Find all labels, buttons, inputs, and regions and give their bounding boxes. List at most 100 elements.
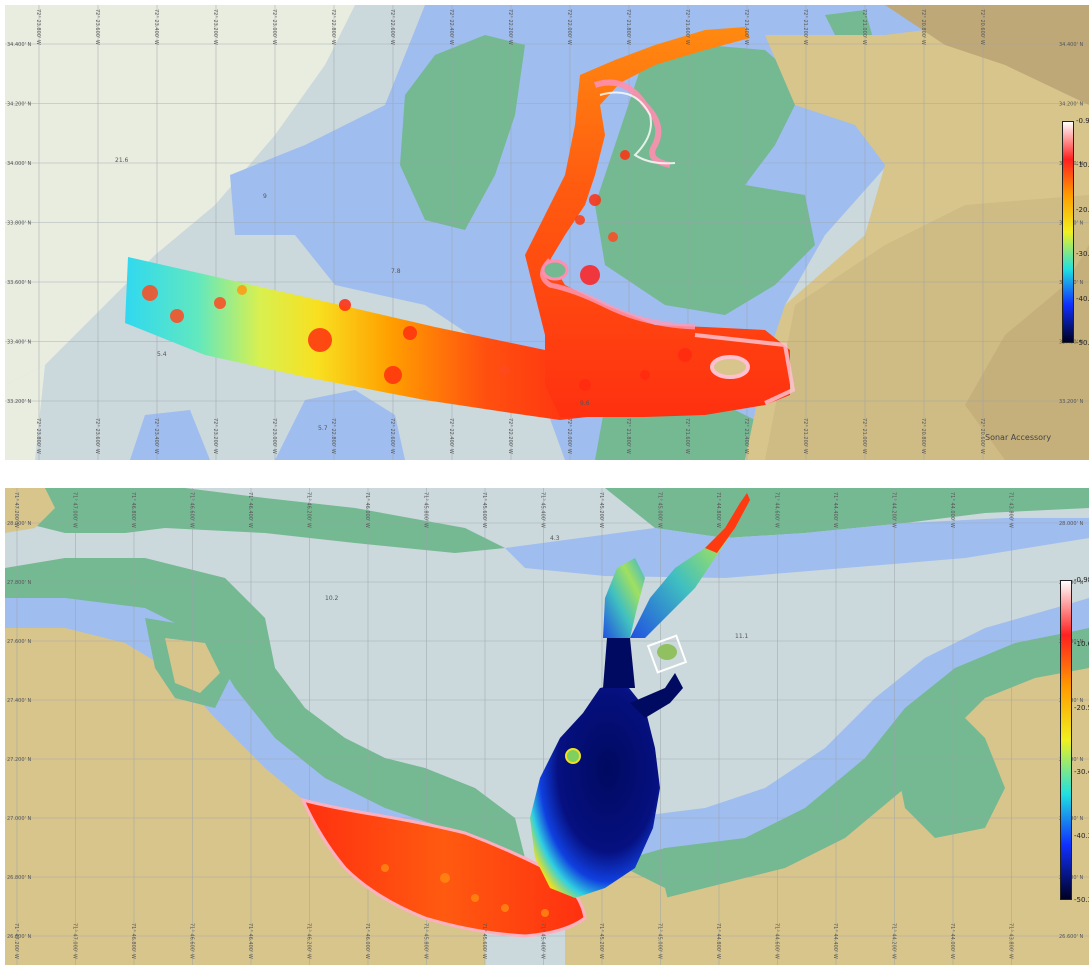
sonar-credit: Sonar Accessory: [985, 433, 1051, 442]
lon-tick-label: 71° 44.000' W: [949, 492, 955, 528]
lon-tick-label: 71° 44.000' W: [949, 923, 955, 959]
lon-tick-label: 71° 46.800' W: [130, 923, 136, 959]
depth-sounding: 5.7: [318, 425, 328, 432]
lon-tick-label: 71° 47.200' W: [13, 492, 19, 528]
colorbar-tick-label: -40.39: [1074, 832, 1089, 840]
colorbar-tick-label: -40.57: [1076, 295, 1089, 303]
top-bathymetry-map[interactable]: 34.400' N 34.400' N 34.200' N 34.200' N 34.0…: [5, 5, 1089, 460]
colorbar-tick-label: -50.34: [1074, 896, 1089, 904]
lon-tick-label: 72° 21.200' W: [802, 9, 808, 45]
lon-tick-label: 72° 23.800' W: [35, 418, 41, 454]
lon-tick-label: 71° 45.600' W: [481, 923, 487, 959]
lon-tick-label: 72° 21.000' W: [861, 9, 867, 45]
lat-tick-label: 34.200' N: [7, 102, 31, 108]
depth-colorbar: -0.98 -10.68 -20.50 -30.45 -40.39 -50.34: [1060, 580, 1088, 900]
lon-tick-label: 71° 45.800' W: [423, 492, 429, 528]
lat-tick-label: 27.200' N: [7, 757, 31, 763]
lon-tick-label: 71° 46.200' W: [306, 492, 312, 528]
lon-tick-label: 72° 22.000' W: [566, 9, 572, 45]
lon-tick-label: 72° 21.400' W: [743, 9, 749, 45]
lat-tick-label: 27.800' N: [7, 580, 31, 586]
depth-sounding: 10.2: [325, 595, 339, 602]
depth-colorbar: -0.98 -10.88 -20.78 -30.67 -40.57 -50.47: [1062, 121, 1089, 343]
lon-tick-label: 72° 22.200' W: [507, 9, 513, 45]
lon-tick-label: 72° 22.400' W: [448, 9, 454, 45]
lon-tick-label: 71° 46.400' W: [247, 492, 253, 528]
lon-tick-label: 71° 46.600' W: [189, 492, 195, 528]
lat-tick-label: 33.800' N: [7, 221, 31, 227]
lat-tick-label: 28.000' N: [1059, 521, 1083, 527]
survey-hole: [712, 357, 748, 377]
lon-tick-label: 72° 21.000' W: [861, 418, 867, 454]
survey-swath-neck: [603, 638, 635, 688]
lon-tick-label: 71° 43.800' W: [1008, 492, 1014, 528]
lon-tick-label: 71° 46.200' W: [306, 923, 312, 959]
lat-tick-label: 33.400' N: [7, 340, 31, 346]
lon-tick-label: 72° 22.800' W: [330, 9, 336, 45]
lon-tick-label: 71° 43.800' W: [1008, 923, 1014, 959]
lat-tick-label: 34.400' N: [1059, 42, 1083, 48]
lon-tick-label: 71° 44.800' W: [715, 923, 721, 959]
lon-tick-label: 72° 22.600' W: [389, 9, 395, 45]
lon-tick-label: 72° 21.800' W: [625, 9, 631, 45]
lon-tick-label: 71° 44.400' W: [832, 923, 838, 959]
lon-tick-label: 72° 22.400' W: [448, 418, 454, 454]
lon-tick-label: 71° 45.200' W: [598, 492, 604, 528]
colorbar-tick-label: -20.78: [1076, 206, 1089, 214]
lon-tick-label: 72° 22.000' W: [566, 418, 572, 454]
depth-sounding: 9: [263, 193, 267, 200]
lon-tick-label: 72° 22.600' W: [389, 418, 395, 454]
lon-tick-label: 71° 44.600' W: [774, 492, 780, 528]
lon-tick-label: 72° 20.800' W: [920, 418, 926, 454]
colorbar-tick-label: -30.67: [1076, 250, 1089, 258]
lon-tick-label: 72° 20.800' W: [920, 9, 926, 45]
lon-tick-label: 72° 22.200' W: [507, 418, 513, 454]
lon-tick-label: 72° 23.800' W: [35, 9, 41, 45]
lon-tick-label: 72° 22.800' W: [330, 418, 336, 454]
lat-tick-label: 27.400' N: [7, 698, 31, 704]
colorbar-tick-label: -50.47: [1076, 339, 1089, 347]
lon-tick-label: 71° 47.000' W: [72, 492, 78, 528]
lon-tick-label: 71° 45.600' W: [481, 492, 487, 528]
basin-peak: [566, 749, 580, 763]
lon-tick-label: 72° 23.200' W: [212, 9, 218, 45]
lon-tick-label: 71° 44.400' W: [832, 492, 838, 528]
depth-sounding: 5.4: [157, 351, 167, 358]
lon-tick-label: 71° 45.400' W: [540, 492, 546, 528]
lon-tick-label: 72° 21.600' W: [684, 418, 690, 454]
lon-tick-label: 71° 47.200' W: [13, 923, 19, 959]
lat-tick-label: 33.600' N: [7, 280, 31, 286]
lon-tick-label: 71° 46.000' W: [364, 492, 370, 528]
lon-tick-label: 71° 47.000' W: [72, 923, 78, 959]
lon-tick-label: 72° 21.800' W: [625, 418, 631, 454]
lon-tick-label: 72° 23.200' W: [212, 418, 218, 454]
lon-tick-label: 72° 21.400' W: [743, 418, 749, 454]
lon-tick-label: 71° 45.400' W: [540, 923, 546, 959]
lat-tick-label: 27.000' N: [7, 816, 31, 822]
lat-tick-label: 34.000' N: [7, 161, 31, 167]
lon-tick-label: 72° 23.000' W: [271, 418, 277, 454]
channel-island: [543, 261, 567, 279]
lon-tick-label: 71° 46.000' W: [364, 923, 370, 959]
lat-tick-label: 34.200' N: [1059, 102, 1083, 108]
lat-tick-label: 26.800' N: [7, 875, 31, 881]
depth-sounding: 7.8: [391, 268, 401, 275]
lon-tick-label: 71° 46.600' W: [189, 923, 195, 959]
bottom-bathymetry-map[interactable]: 28.000' N28.000' N27.800' N27.800' N27.6…: [5, 488, 1089, 965]
colorbar-tick-label: -0.98: [1074, 576, 1089, 584]
lon-tick-label: 71° 45.000' W: [657, 492, 663, 528]
depth-sounding: 9.6: [580, 400, 590, 407]
lon-tick-label: 71° 44.200' W: [891, 923, 897, 959]
lon-tick-label: 72° 23.600' W: [94, 418, 100, 454]
lon-tick-label: 72° 21.600' W: [684, 9, 690, 45]
colorbar-tick-label: -30.45: [1074, 768, 1089, 776]
lon-tick-label: 72° 23.000' W: [271, 9, 277, 45]
lat-tick-label: 33.200' N: [1059, 399, 1083, 405]
lon-tick-label: 72° 21.200' W: [802, 418, 808, 454]
lon-tick-label: 71° 44.800' W: [715, 492, 721, 528]
colorbar-tick-label: -10.88: [1076, 161, 1089, 169]
colorbar-tick-label: -0.98: [1076, 117, 1089, 125]
lon-tick-label: 71° 44.200' W: [891, 492, 897, 528]
lon-tick-label: 72° 20.600' W: [979, 9, 985, 45]
depth-sounding: 11.1: [735, 633, 749, 640]
